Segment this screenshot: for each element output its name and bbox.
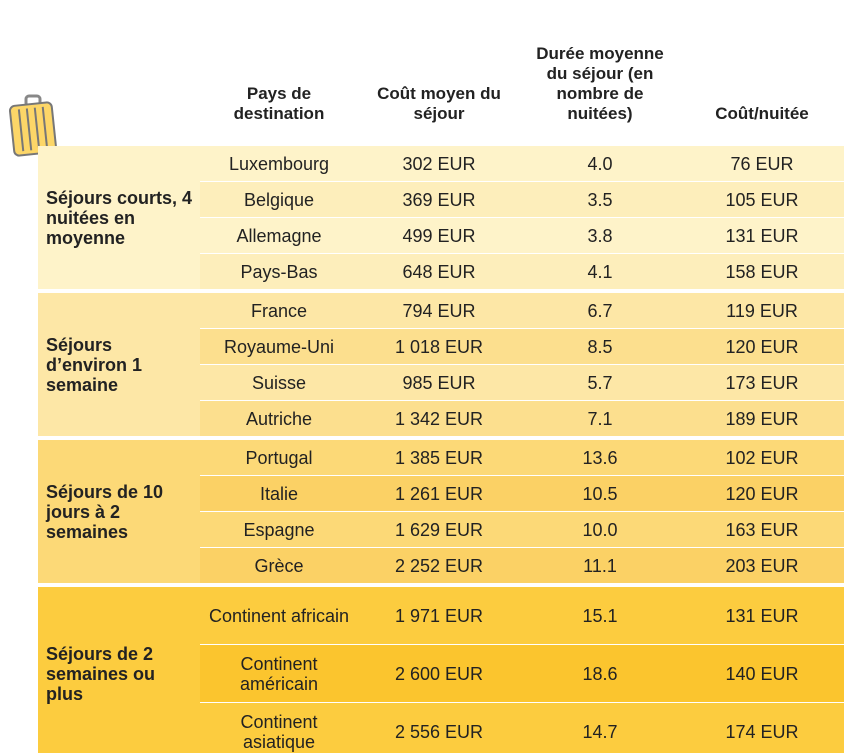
table-cell: 4.1 xyxy=(520,254,680,289)
table-cell: 163 EUR xyxy=(680,512,844,547)
table-cell: 2 556 EUR xyxy=(358,703,520,753)
table-cell: 102 EUR xyxy=(680,440,844,475)
table-cell: 1 971 EUR xyxy=(358,587,520,644)
table-cell: 120 EUR xyxy=(680,476,844,511)
table-cell: Continent africain xyxy=(200,587,358,644)
group-label: Séjours d’environ 1 semaine xyxy=(38,293,200,436)
table-cell: 18.6 xyxy=(520,645,680,702)
table-cell: Allemagne xyxy=(200,218,358,253)
table-cell: 7.1 xyxy=(520,401,680,436)
table-cell: Espagne xyxy=(200,512,358,547)
table-cell: 499 EUR xyxy=(358,218,520,253)
table-cell: 1 342 EUR xyxy=(358,401,520,436)
table-cell: 1 629 EUR xyxy=(358,512,520,547)
table-cell: 14.7 xyxy=(520,703,680,753)
suitcase-icon xyxy=(8,94,58,157)
table-cell: France xyxy=(200,293,358,328)
table-cell: Portugal xyxy=(200,440,358,475)
table-cell: Royaume-Uni xyxy=(200,329,358,364)
column-header: Pays de destination xyxy=(233,84,325,123)
table-cell: 13.6 xyxy=(520,440,680,475)
table-cell: 5.7 xyxy=(520,365,680,400)
table-cell: 158 EUR xyxy=(680,254,844,289)
table-cell: 2 600 EUR xyxy=(358,645,520,702)
table-cell: 3.5 xyxy=(520,182,680,217)
table-cell: 120 EUR xyxy=(680,329,844,364)
table-cell: 203 EUR xyxy=(680,548,844,583)
table-cell: 76 EUR xyxy=(680,146,844,181)
table-cell: 189 EUR xyxy=(680,401,844,436)
table-cell: 105 EUR xyxy=(680,182,844,217)
table-cell: 11.1 xyxy=(520,548,680,583)
group-label: Séjours de 2 semaines ou plus xyxy=(38,587,200,753)
table-cell: Continent américain xyxy=(200,645,358,702)
table-cell: 8.5 xyxy=(520,329,680,364)
table-cell: 174 EUR xyxy=(680,703,844,753)
table-cell: 173 EUR xyxy=(680,365,844,400)
table-cell: 3.8 xyxy=(520,218,680,253)
table-cell: Continent asiatique xyxy=(200,703,358,753)
column-header: Durée moyenne du séjour (en nombre de nu… xyxy=(536,44,664,123)
column-header: Coût moyen du séjour xyxy=(377,84,501,123)
table-cell: 648 EUR xyxy=(358,254,520,289)
table-cell: Italie xyxy=(200,476,358,511)
table-cell: 1 261 EUR xyxy=(358,476,520,511)
table-cell: 10.5 xyxy=(520,476,680,511)
table-cell: 15.1 xyxy=(520,587,680,644)
table-cell: Luxembourg xyxy=(200,146,358,181)
table-cell: 985 EUR xyxy=(358,365,520,400)
table-cell: 140 EUR xyxy=(680,645,844,702)
group-label: Séjours de 10 jours à 2 semaines xyxy=(38,440,200,583)
table-cell: Autriche xyxy=(200,401,358,436)
table-cell: 369 EUR xyxy=(358,182,520,217)
table-cell: Grèce xyxy=(200,548,358,583)
table-cell: Belgique xyxy=(200,182,358,217)
table-cell: 1 385 EUR xyxy=(358,440,520,475)
table-cell: 131 EUR xyxy=(680,587,844,644)
table-cell: 2 252 EUR xyxy=(358,548,520,583)
table-cell: 1 018 EUR xyxy=(358,329,520,364)
group-label: Séjours courts, 4 nuitées en moyenne xyxy=(38,146,200,289)
table-cell: Suisse xyxy=(200,365,358,400)
table-cell: 6.7 xyxy=(520,293,680,328)
table-cell: 794 EUR xyxy=(358,293,520,328)
table-cell: 131 EUR xyxy=(680,218,844,253)
table-cell: 10.0 xyxy=(520,512,680,547)
table-cell: Pays-Bas xyxy=(200,254,358,289)
column-header: Coût/nuitée xyxy=(715,104,809,123)
table-cell: 302 EUR xyxy=(358,146,520,181)
table-cell: 4.0 xyxy=(520,146,680,181)
table-cell: 119 EUR xyxy=(680,293,844,328)
